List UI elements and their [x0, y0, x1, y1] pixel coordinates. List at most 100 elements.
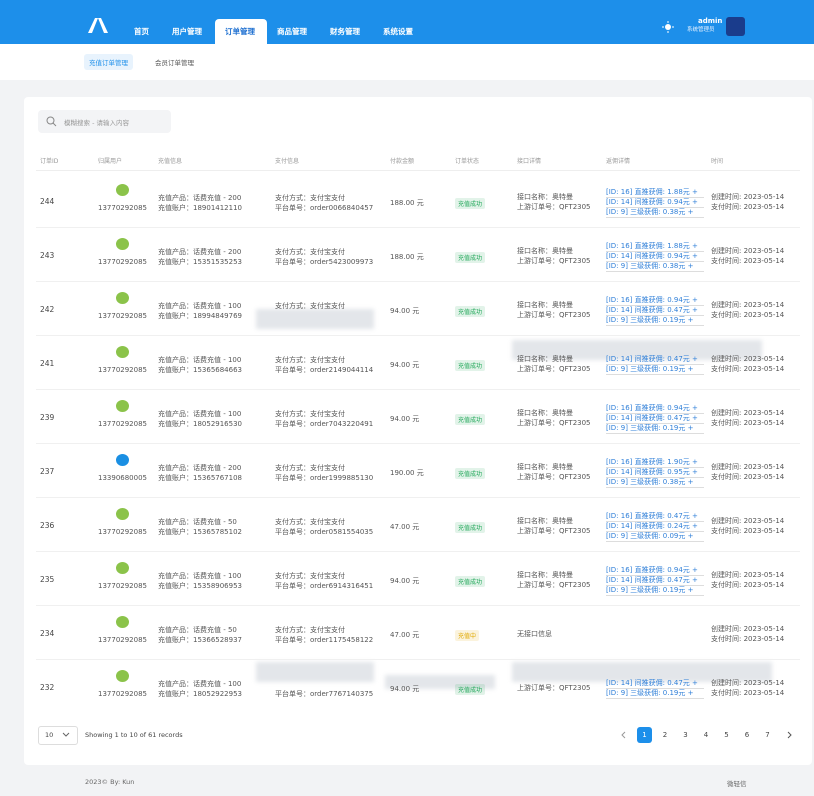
table-header: 接口详情 [517, 158, 542, 165]
product: 充值产品：话费充值 - 100 [158, 302, 242, 310]
user-phone: 13770292085 [98, 636, 147, 644]
tab[interactable]: 充值订单管理 [84, 54, 133, 70]
theme-icon[interactable] [662, 21, 674, 33]
nav-user: admin [698, 17, 723, 25]
table-header[interactable]: 订单ID [40, 158, 59, 165]
page-button[interactable]: 4 [703, 731, 709, 739]
time: 创建时间: 2023-05-14 [711, 409, 785, 417]
nav-menu-item[interactable]: 商品管理 [277, 27, 307, 36]
commission: [ID: 9] 三级获佣: 0.19元 + [606, 365, 704, 375]
user-phone: 13770292085 [98, 582, 147, 590]
pay-method: 支付方式：支付宝支付 [275, 464, 345, 472]
nav-menu-item[interactable]: 订单管理 [225, 27, 255, 36]
user-icon [116, 616, 129, 628]
amount: 188.00 元 [390, 199, 424, 207]
commission: [ID: 9] 三级获佣: 0.19元 + [606, 316, 704, 326]
page-button[interactable]: 3 [683, 731, 688, 739]
prev-page[interactable] [620, 731, 628, 739]
page-button[interactable]: 5 [724, 731, 729, 739]
status: 充值成功 [455, 684, 486, 695]
order-id: 241 [40, 359, 55, 368]
amount: 94.00 元 [390, 415, 420, 423]
api-info: 无接口信息 [517, 630, 552, 638]
blur-mask [512, 340, 762, 360]
order-id: 236 [40, 521, 55, 530]
row-divider [36, 497, 800, 498]
commission: [ID: 14] 间推获佣: 0.47元 + [606, 576, 704, 586]
row-divider [36, 443, 800, 444]
order-id: 239 [40, 413, 55, 422]
table-header: 付款金额 [390, 158, 415, 165]
status: 充值成功 [455, 414, 486, 425]
api-info: 上游订单号：QFT2305 [517, 684, 591, 692]
nav-menu-item[interactable]: 系统设置 [383, 27, 413, 36]
api-info: 上游订单号：QFT2305 [517, 581, 591, 589]
order-no: 平台单号：order1999885130 [275, 474, 374, 482]
commission: [ID: 16] 直推获佣: 1.90元 + [606, 458, 704, 468]
user-phone: 13770292085 [98, 690, 147, 698]
commission: [ID: 9] 三级获佣: 0.19元 + [606, 586, 704, 596]
page-button[interactable]: 7 [765, 731, 770, 739]
commission: [ID: 9] 三级获佣: 0.19元 + [606, 424, 704, 434]
api-info: 上游订单号：QFT2305 [517, 419, 591, 427]
product: 充值产品：话费充值 - 50 [158, 518, 237, 526]
status: 充值成功 [455, 576, 486, 587]
pay-method: 支付方式：支付宝支付 [275, 194, 345, 202]
user-icon [116, 346, 129, 358]
pay-method: 支付方式：支付宝支付 [275, 626, 345, 634]
page-size: 10 [45, 731, 54, 739]
product: 充值产品：话费充值 - 100 [158, 356, 242, 364]
status: 充值成功 [455, 198, 486, 209]
nav-menu-item[interactable]: 用户管理 [172, 27, 202, 36]
nav-menu-item[interactable]: 财务管理 [330, 27, 360, 36]
commission: [ID: 14] 间推获佣: 0.47元 + [606, 355, 704, 365]
table-header: 归属用户 [98, 158, 123, 165]
commission: [ID: 9] 三级获佣: 0.38元 + [606, 262, 704, 272]
user-phone: 13770292085 [98, 204, 147, 212]
commission: [ID: 16] 直推获佣: 0.94元 + [606, 296, 704, 306]
amount: 94.00 元 [390, 361, 420, 369]
row-divider [36, 335, 800, 336]
tab[interactable]: 会员订单管理 [155, 59, 194, 67]
time: 支付时间: 2023-05-14 [711, 311, 785, 319]
page-button[interactable]: 1 [637, 727, 652, 743]
amount: 94.00 元 [390, 685, 420, 693]
account: 充值账户：18052922953 [158, 690, 242, 698]
time: 支付时间: 2023-05-14 [711, 419, 785, 427]
commission: [ID: 9] 三级获佣: 0.38元 + [606, 478, 704, 488]
amount: 188.00 元 [390, 253, 424, 261]
nav-menu-item[interactable]: 首页 [134, 27, 149, 36]
logo [88, 18, 108, 33]
time: 支付时间: 2023-05-14 [711, 689, 785, 697]
next-page[interactable] [785, 731, 793, 739]
commission: [ID: 14] 间推获佣: 0.47元 + [606, 414, 704, 424]
amount: 47.00 元 [390, 631, 420, 639]
page-button[interactable]: 6 [744, 731, 750, 739]
commission: [ID: 14] 间推获佣: 0.24元 + [606, 522, 704, 532]
account: 充值账户：18994849769 [158, 312, 242, 320]
time: 支付时间: 2023-05-14 [711, 581, 785, 589]
order-no: 平台单号：order7767140375 [275, 690, 374, 698]
user-icon [116, 454, 129, 466]
user-icon [116, 292, 129, 304]
pay-method: 支付方式：支付宝支付 [275, 572, 345, 580]
api-info: 接口名称：奥特曼 [517, 247, 573, 255]
avatar[interactable] [726, 17, 745, 36]
pay-method: 支付方式：支付宝支付 [275, 518, 345, 526]
footer-left: 2023© By: Kun [85, 778, 135, 786]
api-info: 接口名称：奥特曼 [517, 301, 573, 309]
time: 创建时间: 2023-05-14 [711, 247, 785, 255]
user-icon [116, 184, 129, 196]
page-size-select[interactable] [38, 726, 78, 745]
page-button[interactable]: 2 [662, 731, 668, 739]
account: 充值账户：15351535253 [158, 258, 242, 266]
user-icon [116, 562, 129, 574]
search-box[interactable] [38, 110, 171, 133]
time: 创建时间: 2023-05-14 [711, 517, 785, 525]
table-header: 时间 [711, 158, 724, 165]
order-no: 平台单号：order7043220491 [275, 420, 374, 428]
commission: [ID: 16] 直推获佣: 0.94元 + [606, 404, 704, 414]
api-info: 接口名称：奥特曼 [517, 517, 573, 525]
order-id: 232 [40, 683, 55, 692]
